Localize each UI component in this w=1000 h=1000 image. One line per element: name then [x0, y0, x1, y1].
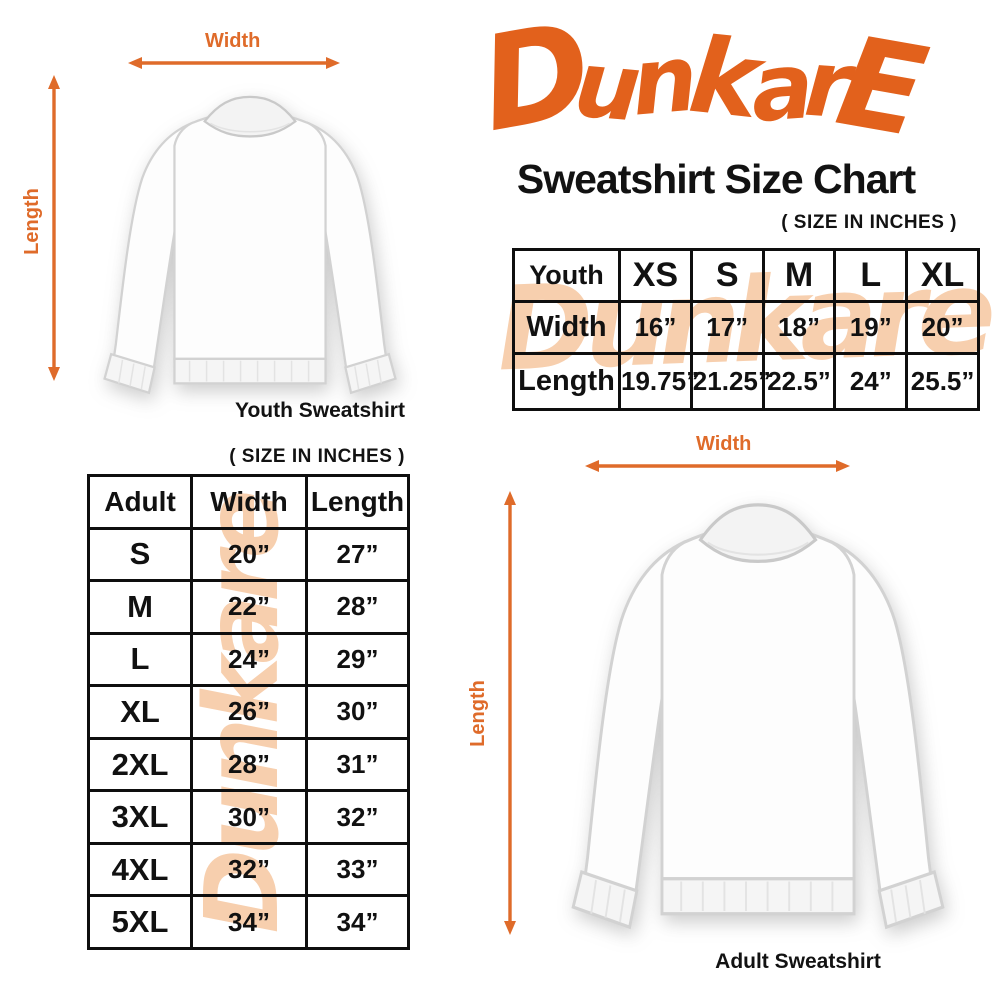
adult-size-unit-note: ( SIZE IN INCHES )	[229, 446, 405, 467]
adult-size-cell: 2XL	[87, 736, 193, 793]
youth-size-header-cell: XL	[905, 248, 980, 303]
adult-width-cell: 20”	[190, 526, 308, 583]
adult-size-row: XL 26” 30”	[87, 684, 410, 740]
adult-sweatshirt-image	[571, 503, 945, 930]
youth-width-value: 17”	[689, 300, 765, 355]
adult-length-cell: 32”	[305, 789, 410, 845]
youth-length-row: Length 19.75” 21.25” 22.5” 24” 25.5”	[512, 352, 980, 411]
adult-size-row: L 24” 29”	[87, 631, 410, 688]
youth-size-header-cell: XS	[618, 248, 693, 303]
youth-sweatshirt-caption: Youth Sweatshirt	[235, 399, 405, 422]
adult-length-cell: 34”	[305, 894, 410, 950]
adult-length-cell: 31”	[305, 736, 410, 793]
youth-length-value: 25.5”	[905, 352, 980, 411]
adult-length-cell: 33”	[305, 841, 410, 898]
youth-width-value: 19”	[833, 300, 909, 355]
adult-header-cell: Length	[305, 474, 410, 530]
youth-length-row-label: Length	[512, 352, 621, 411]
adult-size-table: Adult Width Length S 20” 27” M 22” 28” L…	[87, 474, 410, 950]
adult-table-header-row: Adult Width Length	[87, 474, 410, 530]
youth-length-dimension-label: Length	[20, 188, 43, 255]
adult-length-cell: 28”	[305, 579, 410, 635]
adult-size-row: 4XL 32” 33”	[87, 841, 410, 898]
adult-size-row: M 22” 28”	[87, 579, 410, 635]
youth-width-value: 18”	[761, 300, 837, 355]
youth-sweatshirt-image	[103, 95, 397, 395]
youth-width-dimension-label: Width	[205, 30, 261, 52]
adult-width-cell: 32”	[190, 841, 308, 898]
adult-size-row: 2XL 28” 31”	[87, 736, 410, 793]
youth-width-row-label: Width	[512, 300, 621, 355]
adult-length-cell: 30”	[305, 684, 410, 740]
adult-length-dimension-label: Length	[466, 680, 489, 747]
youth-length-value: 24”	[833, 352, 909, 411]
adult-size-row: S 20” 27”	[87, 526, 410, 583]
adult-width-cell: 24”	[190, 631, 308, 688]
youth-length-value: 19.75”	[618, 352, 699, 411]
adult-length-arrow-icon	[504, 491, 516, 935]
youth-length-value: 21.25”	[689, 352, 771, 411]
youth-width-value: 16”	[618, 300, 693, 355]
adult-size-cell: 4XL	[87, 841, 193, 898]
adult-size-cell: 3XL	[87, 789, 193, 845]
adult-size-row: 5XL 34” 34”	[87, 894, 410, 950]
adult-width-cell: 22”	[190, 579, 308, 635]
youth-width-value: 20”	[905, 300, 980, 355]
youth-size-header-cell: S	[689, 248, 765, 303]
adult-size-cell: L	[87, 631, 193, 688]
page-title: Sweatshirt Size Chart	[516, 156, 916, 202]
youth-length-arrow-icon	[48, 75, 60, 381]
adult-width-dimension-label: Width	[696, 433, 752, 455]
adult-width-cell: 30”	[190, 789, 308, 845]
adult-size-row: 3XL 30” 32”	[87, 789, 410, 845]
adult-width-arrow-icon	[585, 460, 850, 472]
youth-size-unit-note: ( SIZE IN INCHES )	[781, 212, 957, 233]
adult-size-cell: XL	[87, 684, 193, 740]
adult-width-cell: 28”	[190, 736, 308, 793]
adult-width-cell: 34”	[190, 894, 308, 950]
youth-table-header-row: Youth XS S M L XL	[512, 248, 980, 303]
youth-width-arrow-icon	[128, 57, 340, 69]
adult-size-cell: 5XL	[87, 894, 193, 950]
youth-size-header-cell: L	[833, 248, 909, 303]
youth-length-value: 22.5”	[761, 352, 837, 411]
adult-length-cell: 27”	[305, 526, 410, 583]
adult-size-cell: M	[87, 579, 193, 635]
brand-logo: DunkarE	[428, 0, 980, 166]
adult-sweatshirt-caption: Adult Sweatshirt	[715, 950, 881, 973]
youth-size-header-cell: M	[761, 248, 837, 303]
youth-width-row: Width 16” 17” 18” 19” 20”	[512, 300, 980, 355]
adult-size-cell: S	[87, 526, 193, 583]
adult-length-cell: 29”	[305, 631, 410, 688]
adult-header-cell: Width	[190, 474, 308, 530]
youth-size-table: Youth XS S M L XL Width 16” 17” 18” 19” …	[512, 248, 980, 411]
youth-table-corner-cell: Youth	[512, 248, 621, 303]
adult-header-cell: Adult	[87, 474, 193, 530]
adult-width-cell: 26”	[190, 684, 308, 740]
